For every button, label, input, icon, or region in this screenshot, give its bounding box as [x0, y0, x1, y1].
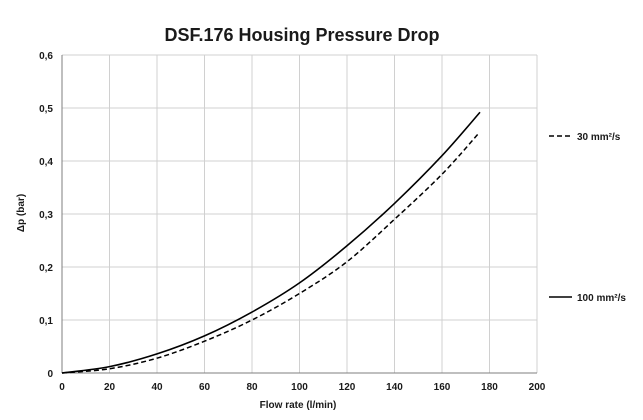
legend-label-100-mm-s: 100 mm²/s [577, 293, 626, 304]
x-tick-label: 140 [386, 382, 403, 393]
x-tick-label: 160 [434, 382, 451, 393]
x-tick-label: 80 [246, 382, 258, 393]
x-tick-label: 100 [291, 382, 308, 393]
x-tick-label: 20 [104, 382, 116, 393]
x-axis-label: Flow rate (l/min) [260, 400, 337, 411]
series-line-30-mm-s [61, 133, 479, 374]
y-tick-label: 0 [47, 369, 53, 380]
y-tick-label: 0,5 [39, 104, 53, 115]
grid [62, 54, 538, 373]
x-tick-label: 120 [339, 382, 356, 393]
y-tick-label: 0,1 [39, 316, 53, 327]
x-tick-label: 180 [481, 382, 498, 393]
series-line-100-mm-s [61, 111, 481, 374]
y-tick-label: 0,6 [39, 51, 53, 62]
axes [61, 55, 537, 374]
x-tick-label: 40 [151, 382, 163, 393]
chart-title: DSF.176 Housing Pressure Drop [164, 25, 439, 45]
y-tick-label: 0,2 [39, 263, 53, 274]
y-tick-label: 0,4 [39, 157, 53, 168]
series-lines [61, 111, 481, 374]
x-tick-label: 200 [529, 382, 546, 393]
x-tick-label: 0 [59, 382, 65, 393]
legend-label-30-mm-s: 30 mm²/s [577, 132, 621, 143]
x-tick-label: 60 [199, 382, 211, 393]
legend: 100 mm²/s 30 mm²/s [549, 132, 626, 304]
y-tick-label: 0,3 [39, 210, 53, 221]
y-axis-label: Δp (bar) [16, 194, 27, 232]
tick-labels: 0 20 40 60 80 100 120 140 160 180 200 0 0,1 0,2 0,3 0,4… [39, 51, 546, 393]
